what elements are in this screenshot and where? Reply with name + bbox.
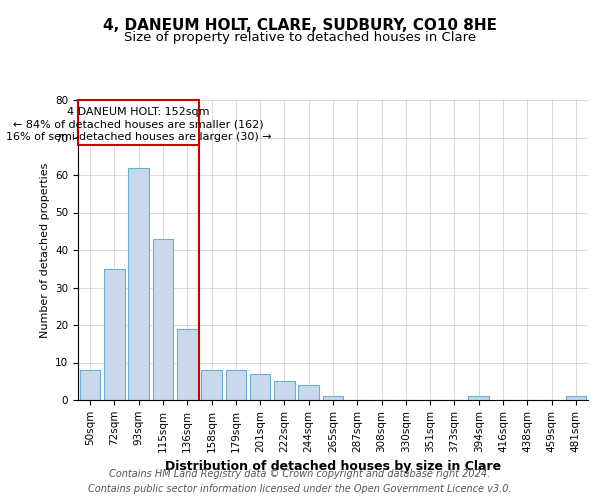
Y-axis label: Number of detached properties: Number of detached properties	[40, 162, 50, 338]
Bar	[201, 370, 222, 400]
Bar	[226, 370, 246, 400]
Bar	[177, 329, 197, 400]
Bar	[323, 396, 343, 400]
Text: 4 DANEUM HOLT: 152sqm: 4 DANEUM HOLT: 152sqm	[67, 107, 210, 117]
Text: Contains public sector information licensed under the Open Government Licence v3: Contains public sector information licen…	[88, 484, 512, 494]
Text: 4, DANEUM HOLT, CLARE, SUDBURY, CO10 8HE: 4, DANEUM HOLT, CLARE, SUDBURY, CO10 8HE	[103, 18, 497, 32]
Bar	[104, 269, 125, 400]
Text: ← 84% of detached houses are smaller (162): ← 84% of detached houses are smaller (16…	[13, 120, 264, 130]
Bar	[78, 100, 199, 145]
Text: 16% of semi-detached houses are larger (30) →: 16% of semi-detached houses are larger (…	[6, 132, 272, 142]
Bar	[128, 168, 149, 400]
X-axis label: Distribution of detached houses by size in Clare: Distribution of detached houses by size …	[165, 460, 501, 473]
Bar	[152, 239, 173, 400]
Bar	[566, 396, 586, 400]
Bar	[274, 381, 295, 400]
Text: Contains HM Land Registry data © Crown copyright and database right 2024.: Contains HM Land Registry data © Crown c…	[109, 469, 491, 479]
Text: Size of property relative to detached houses in Clare: Size of property relative to detached ho…	[124, 31, 476, 44]
Bar	[250, 374, 271, 400]
Bar	[469, 396, 489, 400]
Bar	[298, 385, 319, 400]
Bar	[80, 370, 100, 400]
